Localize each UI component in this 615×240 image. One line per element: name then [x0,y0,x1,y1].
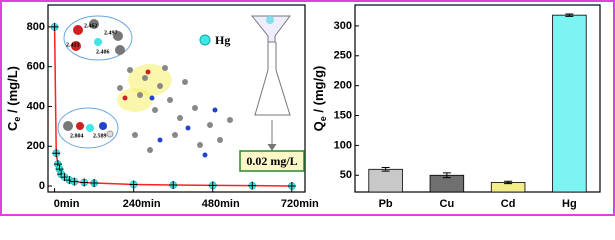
point-cross [287,182,296,191]
error-bar [504,180,513,185]
zoom-ellipse [57,107,119,149]
point-cross [248,181,257,190]
y-tick-label: 50 [340,169,352,181]
right-frame [354,4,601,193]
atom [113,31,123,41]
x-tick-label: 480min [202,198,240,210]
data-point [248,181,257,190]
bond-length: 2.497 [104,30,118,36]
y-axis-label: Qe / (mg/g) [311,66,328,132]
figure-border [0,0,615,216]
atom [99,122,107,130]
y-label-sub: e [318,116,328,121]
atom [76,122,84,130]
y-label-rest: / (mg/g) [311,66,326,117]
data-point [129,180,138,189]
atom [89,19,99,29]
data-point [287,182,296,191]
data-point [52,149,61,158]
y-label-rest: / (mg/L) [5,66,20,117]
y-tick-label: 150 [334,109,352,121]
y-tick-label: 600 [27,61,45,73]
data-point [208,181,217,190]
legend-label: Hg [215,33,230,47]
molecule-illustration [57,15,233,158]
x-tick-label: Cu [440,198,455,210]
x-tick-label: 720min [281,198,319,210]
point-cross [70,177,79,186]
x-tick-label: Hg [562,198,577,210]
bond-length: 2.406 [96,49,110,55]
framework-o [122,69,151,101]
x-tick-label: Cd [501,198,516,210]
data-point [50,22,59,31]
y-label-sub: e [12,117,22,122]
error-bar [381,167,390,172]
point-cross [208,181,217,190]
atom [63,121,73,131]
highlight [117,88,153,112]
x-tick-label: Pb [379,198,393,210]
point-cross [52,149,61,158]
framework [117,65,233,153]
point-cross [90,179,99,188]
bond-length: 2.804 [70,133,84,139]
x-tick-label: 240min [123,198,161,210]
x-tick-label: 0min [54,198,80,210]
legend-marker [199,34,211,46]
funnel-illustration [250,15,291,151]
y-tick-label: 300 [334,20,352,32]
error-bar [442,172,451,179]
annotation: 0.02 mg/L [246,154,297,168]
atom [73,25,83,35]
y-tick-label: 400 [27,100,45,112]
y-axis-label: Ce / (mg/L) [5,66,22,131]
left-frame [47,4,306,193]
point-cross [50,22,59,31]
bar [552,14,587,193]
point-cross [129,180,138,189]
figure: Ce / (mg/L) 0 200 400 600 800 0min 240min 480min… [0,0,615,216]
framework-n [149,95,218,158]
y-label-main: C [5,121,20,131]
bond-length: 2.413 [66,42,80,48]
data-point [169,181,178,190]
point-cross [80,178,89,187]
data-point [80,178,89,187]
error-bar [565,13,574,17]
y-tick-label: 250 [334,50,352,62]
zoom-ellipse [63,15,133,61]
data-point [70,177,79,186]
bar [368,168,403,193]
point-cross [169,181,178,190]
annotation-box [239,150,305,172]
atom [86,124,94,132]
y-tick-label: 800 [27,21,45,33]
y-tick-label: 0 [39,180,45,192]
y-tick-label: 200 [27,140,45,152]
data-point [90,179,99,188]
atom [115,45,125,55]
y-tick-label: 200 [334,80,352,92]
atom [71,41,81,51]
y-label-main: Q [311,121,326,131]
bond-length: 2.462 [84,23,98,29]
atom [106,130,114,138]
atom [94,38,102,46]
y-tick-label: 100 [334,139,352,151]
bond-length: 2.589 [93,133,107,139]
